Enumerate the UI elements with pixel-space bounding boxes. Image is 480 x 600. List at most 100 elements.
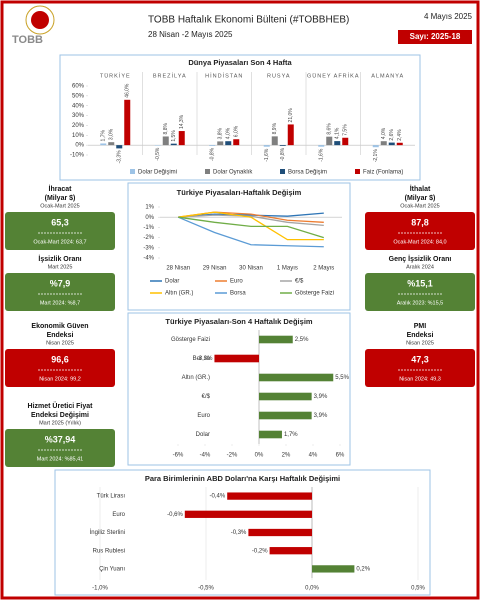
bar: [263, 145, 270, 147]
date-range: 28 Nisan -2 Mayıs 2025: [148, 30, 233, 39]
category-label: Euro: [197, 413, 210, 419]
bar: [388, 142, 395, 146]
bar: [108, 142, 115, 146]
value-label: 7,5%: [343, 124, 349, 136]
indicator-box: [5, 212, 115, 250]
indicator-title: İthalat: [410, 185, 431, 193]
x-tick-label: 2 Mayıs: [313, 266, 334, 272]
chart-frame: [127, 312, 351, 466]
indicator-period: Aralık 2024: [406, 264, 434, 270]
bar: [124, 99, 131, 146]
x-tick-label: -6%: [173, 453, 184, 459]
y-tick-label: 0%: [75, 143, 84, 149]
value-label: 46,0%: [125, 83, 131, 98]
bar: [287, 124, 294, 146]
category-label: Gösterge Faizi: [171, 337, 210, 343]
issue-badge: [398, 30, 472, 44]
issue-date: 4 Mayıs 2025: [424, 12, 473, 21]
bar: [259, 411, 312, 420]
legend-label: Gösterge Faizi: [295, 291, 334, 297]
indicator-value: %37,94: [45, 434, 76, 444]
indicator-box: [5, 273, 115, 311]
value-label: 1,7%: [284, 432, 298, 438]
y-tick-label: -4%: [143, 256, 154, 262]
bar: [259, 392, 312, 401]
category-label: ALMANYA: [371, 73, 404, 79]
legend-label: Borsa: [230, 291, 246, 297]
indicator-period: Ocak-Mart 2025: [400, 203, 439, 209]
indicator-title: İşsizlik Oranı: [38, 255, 81, 263]
chart-title: Türkiye Piyasaları-Haftalık Değişim: [177, 188, 302, 197]
indicator-title: Endeksi: [47, 332, 74, 339]
category-label: Çin Yuanı: [99, 566, 125, 572]
chart-title: Para Birimlerinin ABD Doları'na Karşı Ha…: [145, 474, 340, 483]
legend-swatch: [280, 169, 285, 174]
indicator-title: Endeksi: [407, 332, 434, 339]
y-tick-label: 20%: [72, 123, 85, 129]
series-line: [178, 214, 324, 227]
value-label: -1,6%: [319, 148, 325, 162]
indicator-value: %15,1: [407, 278, 433, 288]
value-label: 6,0%: [234, 125, 240, 137]
value-label: 4,1%: [335, 127, 341, 139]
indicator-period: Nisan 2025: [406, 340, 434, 346]
value-label: 2,4%: [397, 129, 403, 141]
value-label: 14,3%: [179, 114, 185, 129]
value-label: -0,8%: [280, 147, 286, 161]
x-tick-label: 30 Nisan: [239, 266, 263, 272]
x-tick-label: 2%: [282, 453, 291, 459]
legend-label: Altın (GR.): [165, 291, 193, 297]
value-label: -0,3%: [231, 530, 247, 536]
logo-text: TOBB: [12, 34, 43, 46]
bar: [380, 141, 387, 146]
bar: [259, 430, 282, 439]
y-tick-label: -2%: [143, 235, 154, 241]
y-tick-label: 1%: [145, 205, 154, 211]
y-tick-label: -1%: [143, 225, 154, 231]
bulletin-title: TOBB Haftalık Ekonomi Bülteni (#TOBBHEB): [148, 15, 349, 26]
x-tick-label: -1,0%: [92, 586, 108, 592]
indicator-title: Genç İşsizlik Oranı: [389, 255, 452, 263]
indicator-title: Hizmet Üretici Fiyat: [28, 401, 94, 410]
chart-frame: [59, 54, 421, 181]
bar: [116, 145, 123, 149]
bar: [214, 354, 259, 363]
value-label: 3,9%: [314, 394, 328, 400]
category-label: BREZİLYA: [153, 72, 187, 79]
value-label: -0,4%: [210, 494, 226, 500]
value-label: 8,9%: [272, 122, 278, 134]
value-label: 1,5%: [171, 130, 177, 142]
category-label: Bor sa: [193, 356, 211, 362]
legend-swatch: [130, 169, 135, 174]
indicator-previous: Mart 2024: %85,41: [37, 456, 83, 462]
indicator-box: [365, 349, 475, 387]
chart-title: Dünya Piyasaları Son 4 Hafta: [188, 58, 292, 67]
bar: [259, 373, 334, 382]
legend-label: Faiz (Fonlama): [363, 170, 403, 176]
bar: [217, 141, 224, 146]
value-label: -0,2%: [252, 548, 268, 554]
bar: [178, 131, 185, 146]
category-label: İngiliz Sterlini: [90, 529, 125, 536]
issue-number: Sayı: 2025-18: [410, 32, 461, 41]
y-tick-label: 60%: [72, 84, 85, 90]
bar: [233, 139, 240, 146]
value-label: -3,3%: [197, 356, 213, 362]
y-tick-label: 40%: [72, 103, 85, 109]
legend-swatch: [205, 169, 210, 174]
legend-label: Euro: [230, 279, 243, 285]
logo-core: [31, 11, 49, 29]
series-line: [178, 211, 324, 241]
indicator-previous: Mart 2024: %8,7: [40, 300, 80, 306]
indicator-value: 87,8: [411, 217, 429, 227]
legend-label: Dolar Oynaklık: [213, 170, 253, 176]
bar: [227, 492, 312, 500]
indicator-period: Ocak-Mart 2025: [40, 203, 79, 209]
indicator-title: Endeksi Değişimi: [31, 412, 89, 419]
value-label: 2,5%: [295, 337, 309, 343]
value-label: 8,8%: [163, 123, 169, 135]
chart-title: Türkiye Piyasaları-Son 4 Haftalık Değişi…: [165, 317, 312, 326]
value-label: -1,6%: [264, 148, 270, 162]
indicator-box: [365, 273, 475, 311]
indicator-box: [365, 212, 475, 250]
